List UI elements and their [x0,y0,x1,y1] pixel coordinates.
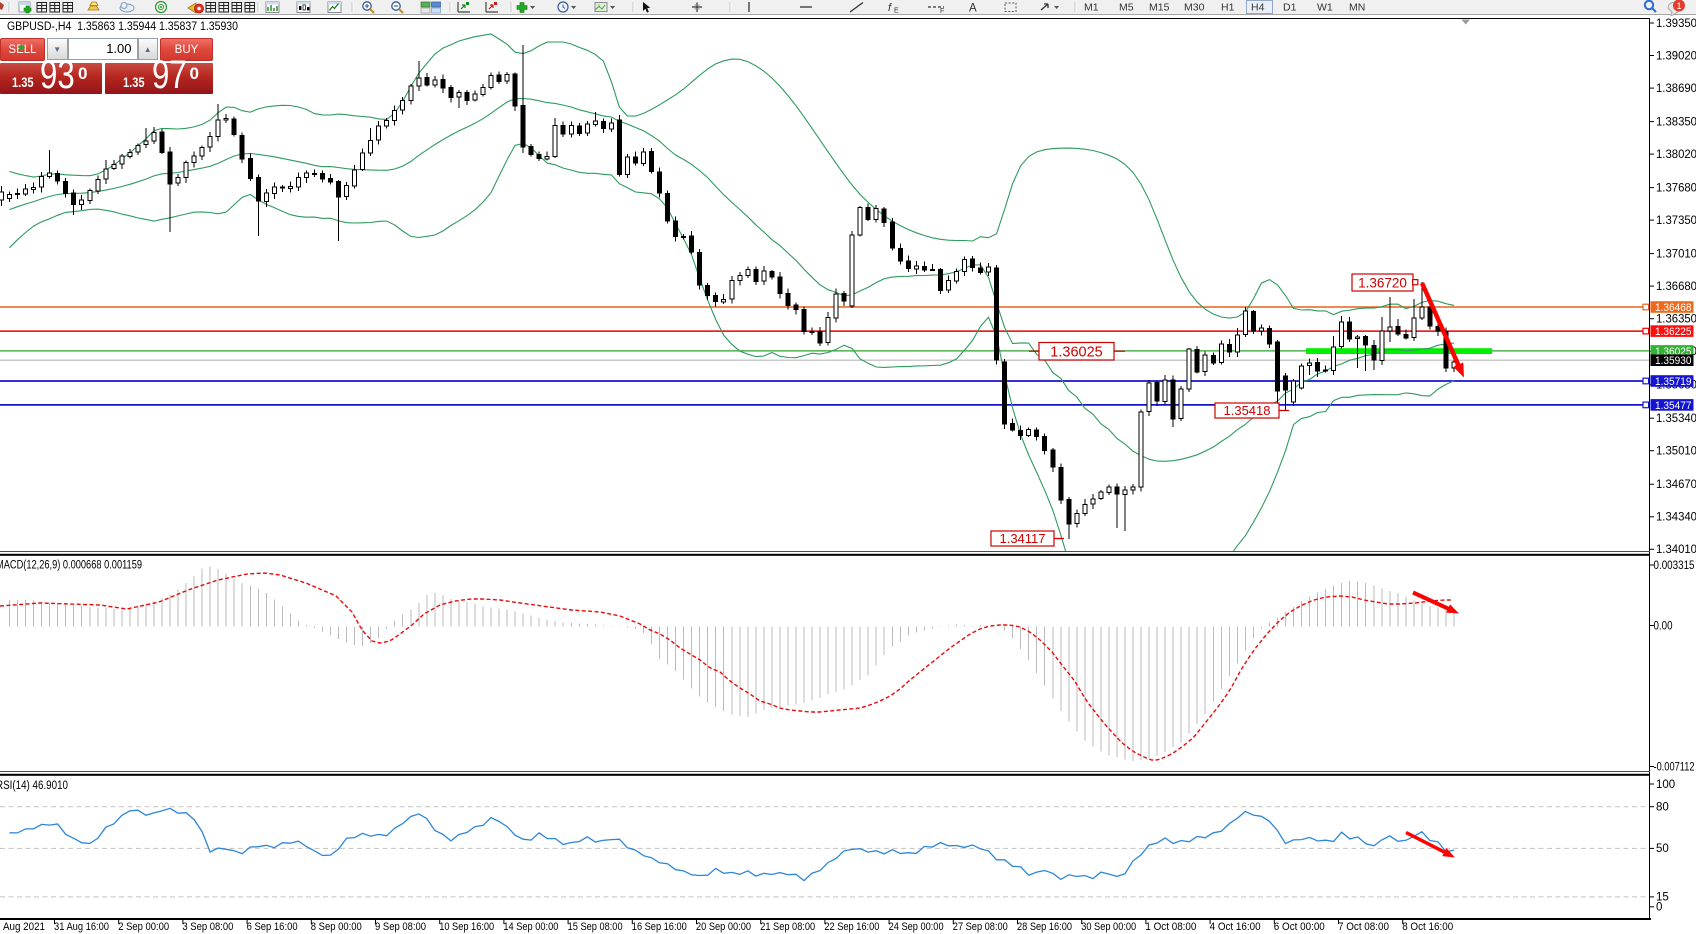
svg-text:1.34010: 1.34010 [1656,544,1696,556]
svg-text:8 Oct 16:00: 8 Oct 16:00 [1402,921,1453,933]
svg-text:3 Sep 08:00: 3 Sep 08:00 [182,921,233,933]
svg-text:H4: H4 [1251,2,1265,14]
svg-text:10 Sep 16:00: 10 Sep 16:00 [439,921,494,933]
svg-text:6 Oct 00:00: 6 Oct 00:00 [1274,921,1325,933]
svg-text:1.35418: 1.35418 [1224,403,1271,418]
svg-text:1 Oct 08:00: 1 Oct 08:00 [1145,921,1196,933]
svg-text:8 Sep 00:00: 8 Sep 00:00 [311,921,362,933]
svg-text:30 Sep 00:00: 30 Sep 00:00 [1081,921,1136,933]
svg-text:H1: H1 [1221,2,1235,14]
svg-text:4 Oct 16:00: 4 Oct 16:00 [1210,921,1261,933]
svg-text:M1: M1 [1084,2,1099,14]
svg-text:1.34340: 1.34340 [1656,512,1696,524]
svg-text:7 Oct 08:00: 7 Oct 08:00 [1338,921,1389,933]
svg-text:21 Sep 08:00: 21 Sep 08:00 [760,921,815,933]
svg-text:1.39020: 1.39020 [1656,50,1696,62]
svg-text:1.35010: 1.35010 [1656,446,1696,458]
svg-text:1.35930: 1.35930 [1655,355,1692,367]
svg-text:E: E [894,8,899,15]
svg-text:31 Aug 16:00: 31 Aug 16:00 [54,921,109,933]
svg-text:-0.007112: -0.007112 [1654,761,1695,773]
svg-text:MN: MN [1349,2,1365,14]
svg-text:1.35719: 1.35719 [1655,376,1692,388]
svg-text:6 Sep 16:00: 6 Sep 16:00 [247,921,298,933]
svg-text:1.38350: 1.38350 [1656,116,1696,128]
svg-text:22 Sep 16:00: 22 Sep 16:00 [824,921,879,933]
svg-text:GBPUSD-,H4 1.35863 1.35944 1.: GBPUSD-,H4 1.35863 1.35944 1.35837 1.359… [7,21,238,33]
svg-text:A: A [969,3,977,15]
svg-text:1.38690: 1.38690 [1656,83,1696,95]
svg-text:1.39350: 1.39350 [1656,18,1696,30]
svg-text:1.36225: 1.36225 [1655,326,1692,338]
svg-text:1.34670: 1.34670 [1656,479,1696,491]
svg-text:M15: M15 [1149,2,1170,14]
svg-text:W1: W1 [1317,2,1333,14]
svg-text:15 Sep 08:00: 15 Sep 08:00 [568,921,623,933]
svg-text:50: 50 [1656,843,1669,855]
svg-text:1.36680: 1.36680 [1656,281,1696,293]
svg-text:1.36720: 1.36720 [1358,275,1407,290]
svg-text:0.003315: 0.003315 [1654,560,1695,572]
svg-text:14 Sep 00:00: 14 Sep 00:00 [503,921,558,933]
svg-text:100: 100 [1656,779,1675,791]
svg-text:1.35477: 1.35477 [1655,400,1692,412]
svg-text:27 Sep 08:00: 27 Sep 08:00 [953,921,1008,933]
svg-text:D1: D1 [1283,2,1297,14]
svg-text:1.36025: 1.36025 [1050,344,1102,360]
svg-text:MACD(12,26,9) 0.000668 0.00115: MACD(12,26,9) 0.000668 0.001159 [0,560,142,572]
svg-text:1.36350: 1.36350 [1656,314,1696,326]
svg-text:20 Sep 00:00: 20 Sep 00:00 [696,921,751,933]
svg-text:M5: M5 [1119,2,1134,14]
svg-text:24 Sep 00:00: 24 Sep 00:00 [889,921,944,933]
svg-text:1.38020: 1.38020 [1656,149,1696,161]
svg-text:1.37010: 1.37010 [1656,248,1696,260]
svg-text:M30: M30 [1184,2,1205,14]
svg-text:1.37680: 1.37680 [1656,182,1696,194]
svg-text:80: 80 [1656,802,1669,814]
svg-text:28 Sep 16:00: 28 Sep 16:00 [1017,921,1072,933]
svg-text:F: F [940,8,944,15]
svg-text:15: 15 [1656,892,1669,904]
svg-text:1.37350: 1.37350 [1656,215,1696,227]
svg-text:16 Sep 16:00: 16 Sep 16:00 [632,921,687,933]
svg-text:9 Sep 08:00: 9 Sep 08:00 [375,921,426,933]
svg-text:Aug 2021: Aug 2021 [3,921,45,933]
svg-text:1.35340: 1.35340 [1656,413,1696,425]
svg-text:1: 1 [1676,1,1681,11]
svg-text:1.34117: 1.34117 [999,531,1045,546]
svg-text:2 Sep 00:00: 2 Sep 00:00 [118,921,169,933]
svg-text:1.36468: 1.36468 [1655,302,1692,314]
svg-text:RSI(14) 46.9010: RSI(14) 46.9010 [0,780,68,792]
svg-text:0: 0 [1656,902,1662,914]
svg-text:0.00: 0.00 [1654,620,1673,632]
svg-text:f: f [888,2,892,14]
